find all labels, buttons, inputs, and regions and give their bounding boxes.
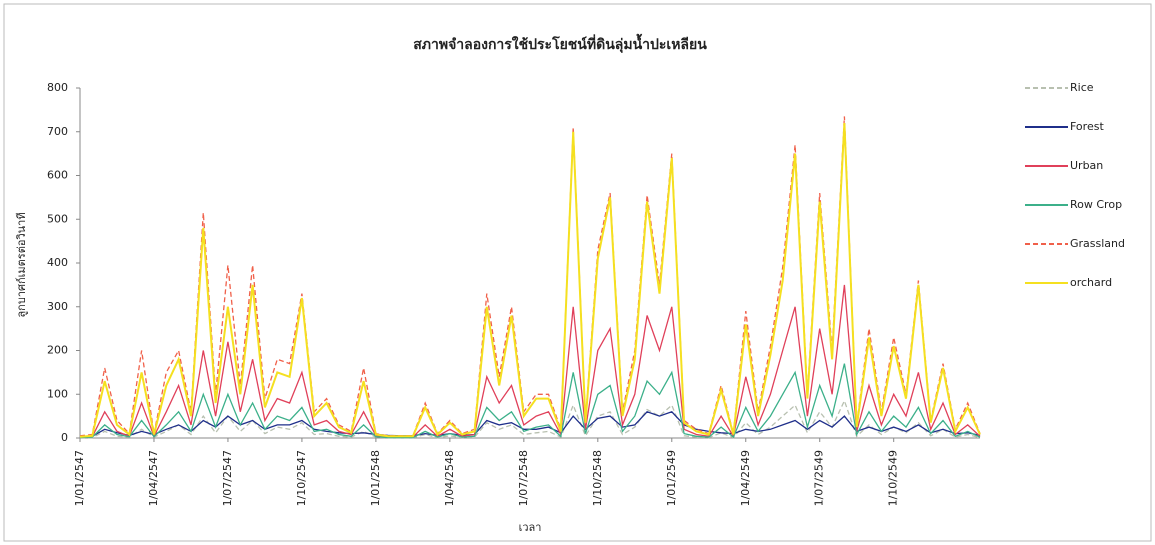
- legend-label: Forest: [1070, 120, 1104, 133]
- y-tick-label: 700: [47, 125, 68, 138]
- series-line: [80, 399, 981, 439]
- legend-label: Urban: [1070, 159, 1103, 172]
- legend-label: Rice: [1070, 81, 1094, 94]
- x-tick-label: 1/04/2547: [147, 450, 160, 506]
- x-tick-label: 1/01/2548: [369, 450, 382, 506]
- series-line: [79, 363, 981, 439]
- chart-title: สภาพจำลองการใช้ประโยชน์ที่ดินลุ่มน้ำปะเห…: [413, 33, 707, 53]
- y-tick-label: 100: [47, 387, 68, 400]
- x-tick-label: 1/10/2547: [295, 450, 308, 506]
- x-tick-label: 1/10/2549: [887, 450, 900, 506]
- y-tick-label: 0: [61, 431, 68, 444]
- x-tick-label: 1/04/2548: [443, 450, 456, 506]
- x-tick-label: 1/07/2549: [813, 450, 826, 506]
- x-tick-label: 1/01/2549: [665, 450, 678, 506]
- y-tick-label: 800: [47, 81, 68, 94]
- series-line: [79, 284, 981, 439]
- x-axis-label: เวลา: [519, 521, 542, 534]
- frame: [3, 3, 1152, 542]
- y-tick-label: 600: [47, 169, 68, 182]
- y-tick-label: 500: [47, 212, 68, 225]
- legend-label: orchard: [1070, 276, 1112, 289]
- y-tick-label: 300: [47, 300, 68, 313]
- y-tick-label: 400: [47, 256, 68, 269]
- y-tick-label: 200: [47, 344, 68, 357]
- x-tick-label: 1/01/2547: [73, 450, 86, 506]
- x-tick-label: 1/10/2548: [591, 450, 604, 506]
- x-tick-label: 1/07/2547: [221, 450, 234, 506]
- y-axis-label: ลูกบาศก์เมตรต่อวินาที: [15, 212, 28, 317]
- x-tick-label: 1/07/2548: [517, 450, 530, 506]
- series-line: [79, 122, 981, 438]
- legend-label: Row Crop: [1070, 198, 1122, 211]
- x-tick-label: 1/04/2549: [739, 450, 752, 506]
- legend-label: Grassland: [1070, 237, 1125, 250]
